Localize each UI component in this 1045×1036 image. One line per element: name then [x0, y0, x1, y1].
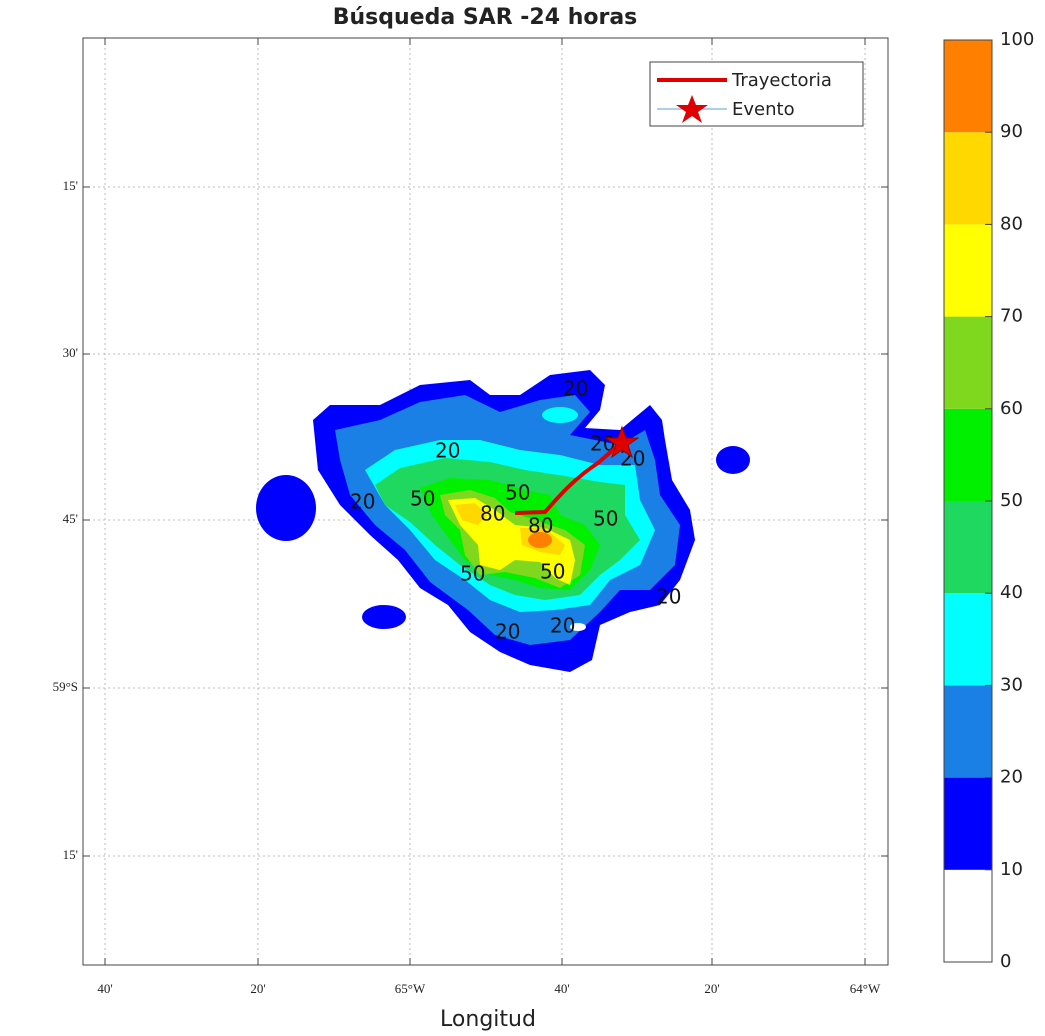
y-tick-label: 30' [63, 345, 78, 360]
colorbar-tick-label: 90 [1000, 121, 1023, 142]
contour-10 [256, 475, 316, 541]
colorbar-tick-label: 50 [1000, 490, 1023, 511]
colorbar-band [944, 869, 992, 962]
colorbar-band [944, 408, 992, 501]
legend-entry: Trayectoria [731, 70, 832, 91]
colorbar-band [944, 501, 992, 594]
grid: 40' 20' 65°W 40' 20' 64°W 15' 30' 45' 59°S 15' [53, 38, 888, 996]
colorbar-band [944, 224, 992, 317]
colorbar: 0 10 20 30 40 50 60 70 80 90 100 [943, 29, 1034, 972]
colorbar-tick-label: 10 [1000, 859, 1023, 880]
contour-10 [362, 605, 406, 629]
contour-label: 50 [593, 507, 618, 531]
colorbar-band [944, 316, 992, 409]
colorbar-tick-label: 80 [1000, 213, 1023, 234]
contour-0 [570, 623, 586, 631]
contour-label: 50 [460, 562, 485, 586]
colorbar-band [944, 593, 992, 686]
x-tick-label: 20' [250, 981, 265, 996]
contour-label: 50 [540, 560, 565, 584]
contour-label: 20 [656, 585, 681, 609]
colorbar-tick-label: 60 [1000, 398, 1023, 419]
contour-label: 80 [480, 502, 505, 526]
colorbar-tick-label: 30 [1000, 674, 1023, 695]
contour-30 [542, 407, 578, 423]
contour-label: 20 [563, 377, 588, 401]
colorbar-band [944, 40, 992, 133]
colorbar-tick-label: 100 [1000, 29, 1034, 50]
legend: Trayectoria Evento [649, 61, 864, 127]
legend-star [676, 95, 708, 123]
colorbar-band [944, 777, 992, 870]
y-tick-label: 15' [63, 178, 78, 193]
x-tick-label: 40' [97, 981, 112, 996]
y-tick-label: 15' [63, 847, 78, 862]
legend-entry: Evento [732, 99, 795, 120]
contour-90 [528, 532, 552, 548]
contour-label: 50 [505, 481, 530, 505]
probability-contours [256, 370, 750, 672]
colorbar-tick-label: 0 [1000, 951, 1011, 972]
colorbar-tick-label: 70 [1000, 306, 1023, 327]
contour-label: 20 [350, 490, 375, 514]
contour-labels: 20 20 20 20 50 50 80 20 80 50 50 50 20 2… [350, 377, 681, 644]
colorbar-tick-label: 20 [1000, 767, 1023, 788]
y-tick-label: 59°S [53, 679, 78, 694]
contour-label: 20 [495, 620, 520, 644]
x-tick-label: 20' [704, 981, 719, 996]
x-tick-label: 40' [554, 981, 569, 996]
colorbar-band [944, 685, 992, 778]
colorbar-tick-label: 40 [1000, 582, 1023, 603]
event-star [604, 425, 640, 459]
x-tick-label: 65°W [395, 981, 426, 996]
x-axis-label: Longitud [440, 1007, 536, 1032]
contour-label: 20 [435, 439, 460, 463]
contour-10 [716, 446, 750, 474]
x-tick-label: 64°W [850, 981, 881, 996]
contour-label: 50 [410, 487, 435, 511]
y-tick-label: 45' [63, 511, 78, 526]
trajectory [514, 440, 624, 515]
colorbar-band [944, 132, 992, 225]
contour-label: 20 [550, 614, 575, 638]
contour-label: 80 [528, 514, 553, 538]
title: Búsqueda SAR -24 horas [333, 5, 638, 30]
